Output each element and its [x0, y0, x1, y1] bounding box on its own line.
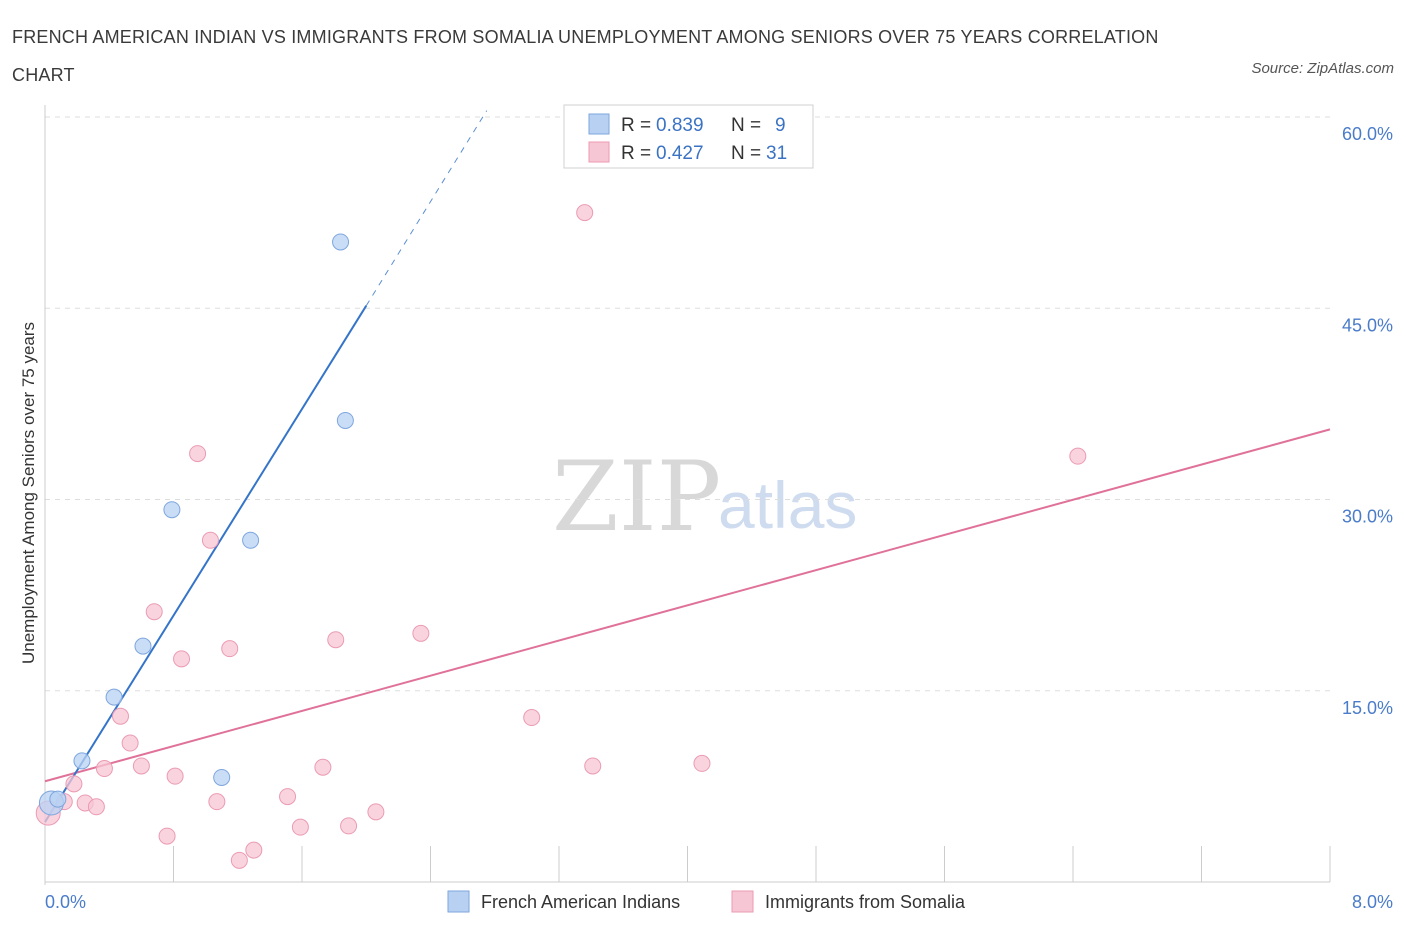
y-tick-label-0: 15.0%	[1342, 698, 1393, 718]
point-french-american-indians-7	[242, 531, 260, 549]
point-somalia-18	[245, 841, 263, 859]
point-somalia-25	[412, 624, 430, 642]
point-somalia-6	[111, 707, 129, 725]
point-french-american-indians-8	[336, 411, 354, 429]
series-french-american-indians	[38, 233, 354, 816]
point-french-american-indians-2	[73, 752, 91, 770]
legend-swatch-blue	[588, 113, 610, 135]
watermark-atlas: atlas	[718, 468, 857, 542]
legend-r-value-1: 0.839	[656, 115, 704, 136]
x-tick-label-0: 0.0%	[45, 892, 86, 912]
point-french-american-indians-1	[49, 790, 67, 808]
bottom-legend-swatch-blue	[447, 890, 470, 913]
point-somalia-7	[121, 734, 139, 752]
point-french-american-indians-5	[163, 501, 181, 519]
point-somalia-10	[158, 827, 176, 845]
point-somalia-27	[576, 204, 594, 222]
trend-lines	[44, 110, 1331, 823]
point-french-american-indians-6	[213, 768, 231, 786]
chart-source: Source: ZipAtlas.com	[1251, 60, 1394, 77]
point-somalia-9	[145, 603, 163, 621]
point-somalia-30	[1069, 447, 1087, 465]
point-somalia-28	[584, 757, 602, 775]
point-somalia-22	[327, 631, 345, 649]
point-somalia-15	[208, 793, 226, 811]
stats-legend: R = 0.839 N = 9 R = 0.427 N = 31	[563, 104, 814, 169]
watermark-zip: ZIP	[552, 441, 721, 553]
bottom-legend-label-2: Immigrants from Somalia	[765, 892, 966, 912]
point-somalia-24	[367, 803, 385, 821]
bottom-legend-label-1: French American Indians	[481, 892, 680, 912]
legend-r-value-2: 0.427	[656, 143, 704, 164]
trendline-french-american-indians	[44, 305, 368, 823]
tick-labels: 15.0% 30.0% 45.0% 60.0% 0.0% 8.0%	[45, 124, 1393, 912]
x-tick-label-1: 8.0%	[1352, 892, 1393, 912]
trendline-french-american-indians-extension	[365, 110, 488, 306]
point-somalia-16	[221, 640, 239, 658]
legend-n-value-2: 31	[766, 143, 787, 164]
point-somalia-19	[279, 788, 297, 806]
point-somalia-8	[132, 757, 150, 775]
legend-n-label-2: N =	[731, 143, 761, 164]
bottom-legend-swatch-pink	[731, 890, 754, 913]
point-somalia-23	[340, 817, 358, 835]
y-axis-label: Unemployment Among Seniors over 75 years	[19, 322, 38, 664]
legend-n-value-1: 9	[775, 115, 786, 136]
point-somalia-5	[95, 760, 113, 778]
axes	[44, 105, 1331, 885]
legend-n-label-1: N =	[731, 115, 761, 136]
series-legend: French American Indians Immigrants from …	[447, 890, 966, 913]
point-somalia-12	[173, 650, 191, 668]
point-somalia-4	[87, 798, 105, 816]
point-french-american-indians-9	[332, 233, 350, 251]
point-somalia-14	[201, 531, 219, 549]
legend-swatch-pink	[588, 141, 610, 163]
point-somalia-17	[230, 851, 248, 869]
legend-r-label-1: R =	[621, 115, 651, 136]
trendline-somalia	[44, 428, 1331, 783]
y-tick-label-1: 30.0%	[1342, 507, 1393, 527]
point-somalia-29	[693, 754, 711, 772]
point-french-american-indians-4	[134, 637, 152, 655]
point-somalia-11	[166, 767, 184, 785]
point-somalia-21	[314, 758, 332, 776]
point-french-american-indians-3	[105, 688, 123, 706]
y-tick-label-2: 45.0%	[1342, 315, 1393, 335]
point-somalia-20	[291, 818, 309, 836]
point-somalia-13	[189, 445, 207, 463]
legend-r-label-2: R =	[621, 143, 651, 164]
y-tick-label-3: 60.0%	[1342, 124, 1393, 144]
point-somalia-26	[523, 709, 541, 727]
point-somalia-2	[65, 775, 83, 793]
chart-title: FRENCH AMERICAN INDIAN VS IMMIGRANTS FRO…	[12, 27, 1159, 85]
